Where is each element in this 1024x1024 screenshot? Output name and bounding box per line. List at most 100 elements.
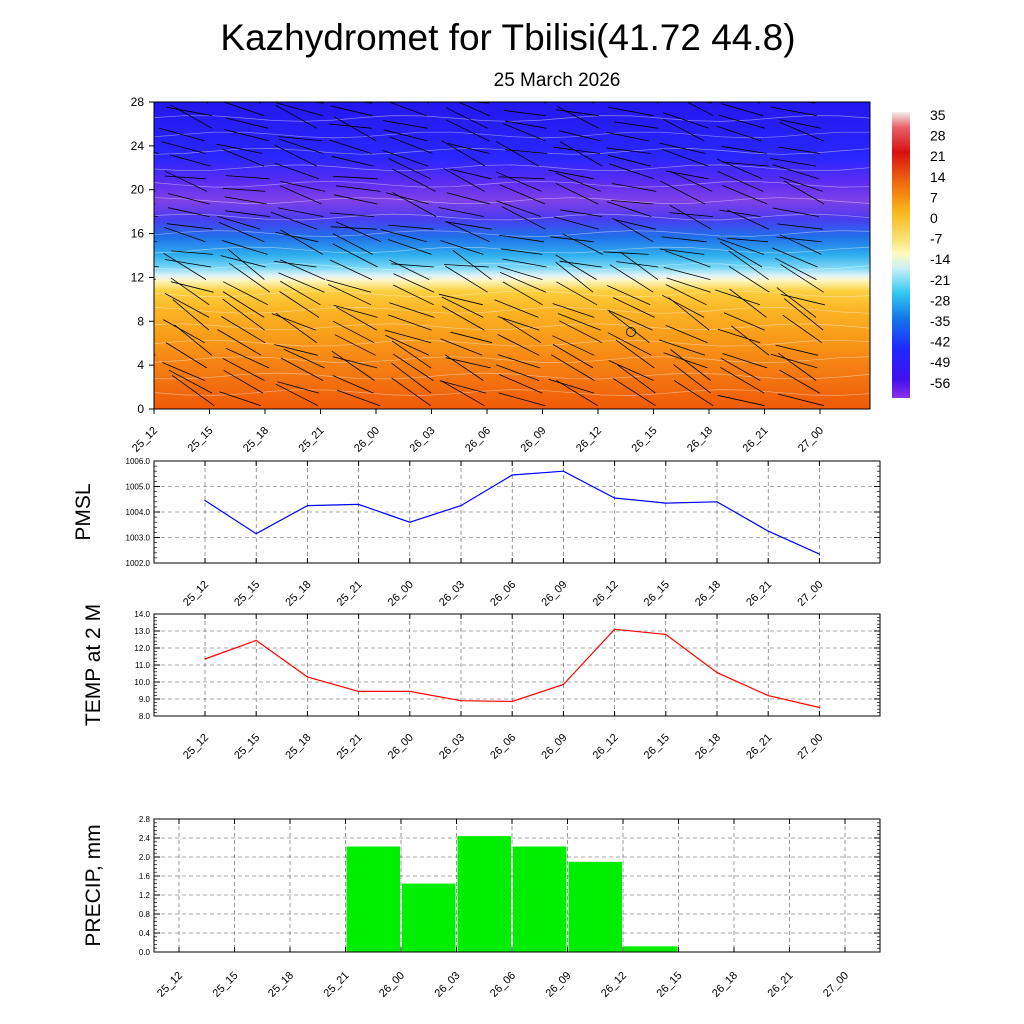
wind-barb bbox=[443, 264, 489, 268]
wind-barb bbox=[779, 121, 824, 142]
wind-barb bbox=[335, 185, 381, 192]
isoline bbox=[154, 323, 870, 331]
wind-barb bbox=[718, 114, 766, 129]
x-tick-label: 25_15 bbox=[232, 732, 262, 762]
wind-barb bbox=[158, 127, 205, 142]
wind-barb bbox=[161, 141, 206, 154]
wind-barb bbox=[661, 236, 707, 243]
wind-barb bbox=[548, 169, 595, 180]
wind-barb bbox=[393, 273, 435, 293]
wind-barb bbox=[775, 344, 819, 356]
data-point bbox=[767, 695, 769, 697]
colorbar-label: -7 bbox=[930, 231, 943, 247]
wind-barb bbox=[778, 393, 825, 407]
wind-barb bbox=[447, 142, 490, 154]
wind-barb bbox=[393, 284, 434, 306]
wind-barb bbox=[770, 353, 818, 369]
data-point bbox=[511, 700, 513, 703]
data-point bbox=[409, 521, 411, 523]
wind-barb bbox=[274, 144, 317, 167]
isolines bbox=[154, 115, 870, 396]
wind-barb bbox=[389, 302, 435, 318]
wind-barb bbox=[329, 259, 373, 280]
wind-barb bbox=[154, 253, 155, 255]
wind-barb bbox=[665, 325, 708, 344]
x-tick-label: 25_18 bbox=[266, 970, 296, 1000]
wind-barb bbox=[562, 233, 603, 255]
wind-barb bbox=[550, 354, 595, 381]
wind-barb bbox=[225, 210, 270, 217]
temperature-field bbox=[154, 102, 870, 409]
wind-barb bbox=[673, 364, 711, 394]
heatmap-x-tick-label: 25_15 bbox=[186, 425, 216, 455]
wind-barb bbox=[385, 334, 430, 356]
wind-barb bbox=[662, 149, 709, 167]
wind-barb bbox=[438, 207, 484, 217]
wind-barb bbox=[275, 104, 318, 129]
wind-barb bbox=[389, 259, 430, 280]
wind-barb bbox=[334, 334, 376, 356]
wind-barb bbox=[168, 369, 213, 394]
wind-barb bbox=[446, 221, 490, 243]
wind-barb bbox=[557, 313, 601, 331]
wind-barb bbox=[440, 338, 483, 356]
wind-barb bbox=[227, 248, 265, 280]
x-tick-label: 26_15 bbox=[642, 579, 672, 609]
wind-barb bbox=[331, 155, 374, 167]
chart-title: Kazhydromet for Tbilisi(41.72 44.8) bbox=[220, 17, 795, 58]
wind-barb bbox=[154, 329, 155, 331]
x-tick-label: 26_09 bbox=[544, 970, 574, 1000]
wind-barb bbox=[614, 219, 657, 230]
x-tick-label: 27_00 bbox=[795, 579, 825, 609]
wind-barb bbox=[165, 342, 207, 369]
y-axis-title: TEMP at 2 M bbox=[82, 604, 105, 726]
wind-barb bbox=[559, 130, 601, 142]
data-point bbox=[306, 505, 308, 507]
wind-barb bbox=[164, 170, 207, 192]
heatmap-y-tick-label: 20 bbox=[131, 183, 145, 197]
colorbar-label: -56 bbox=[930, 375, 950, 391]
wind-barb bbox=[495, 140, 539, 167]
wind-barb bbox=[170, 281, 214, 293]
wind-barb bbox=[380, 229, 427, 243]
wind-barb bbox=[154, 215, 158, 217]
wind-barb bbox=[607, 106, 654, 117]
wind-barb bbox=[333, 304, 378, 318]
wind-barb bbox=[606, 147, 652, 154]
x-tick-label: 26_15 bbox=[655, 970, 685, 1000]
wind-barb bbox=[274, 231, 319, 243]
y-tick-label: 14.0 bbox=[134, 610, 150, 619]
wind-barb bbox=[223, 281, 269, 306]
wind-barb bbox=[384, 329, 432, 344]
wind-barb bbox=[334, 116, 377, 142]
colorbar-label: 21 bbox=[930, 148, 946, 164]
wind-barb bbox=[655, 102, 659, 104]
wind-barb bbox=[391, 377, 431, 407]
wind-barb bbox=[663, 352, 708, 369]
wind-barb bbox=[330, 105, 373, 117]
colorbar-label: -14 bbox=[930, 251, 950, 267]
x-tick-label: 25_21 bbox=[322, 970, 352, 1000]
wind-barb bbox=[219, 391, 261, 407]
pmsl-panel: 1002.0 1003.0 1004.0 1005.0 1006.0 25_12 25_15… bbox=[72, 457, 881, 609]
wind-barb bbox=[336, 306, 377, 331]
wind-barb bbox=[172, 299, 210, 331]
precip-bar bbox=[624, 946, 678, 952]
wind-barb bbox=[278, 138, 324, 154]
wind-barb bbox=[731, 325, 770, 356]
y-tick-label: 9.0 bbox=[139, 695, 151, 704]
x-tick-label: 26_06 bbox=[488, 732, 518, 762]
wind-barb bbox=[392, 353, 434, 381]
wind-barb bbox=[277, 381, 319, 394]
wind-barb bbox=[391, 168, 436, 192]
data-point bbox=[562, 683, 565, 686]
x-tick-label: 26_06 bbox=[488, 970, 518, 1000]
wind-barb bbox=[438, 293, 483, 306]
wind-barb bbox=[278, 272, 325, 293]
wind-barb bbox=[499, 184, 546, 205]
y-tick-label: 1.2 bbox=[139, 891, 151, 900]
x-tick-label: 25_12 bbox=[181, 579, 211, 609]
wind-barb bbox=[326, 279, 372, 293]
wind-barb bbox=[559, 260, 602, 268]
wind-barb bbox=[727, 209, 770, 230]
